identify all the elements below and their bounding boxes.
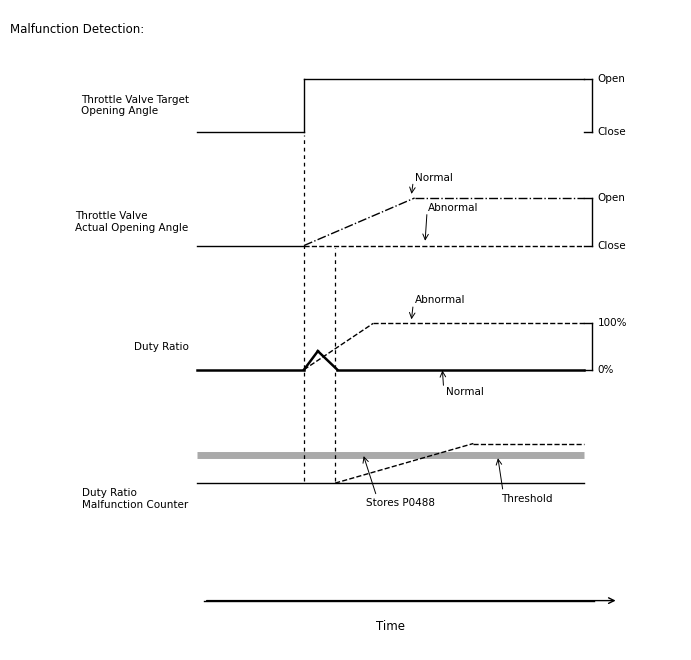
Text: Open: Open — [598, 193, 625, 203]
Text: Normal: Normal — [415, 173, 453, 183]
Text: Abnormal: Abnormal — [428, 203, 479, 213]
Text: Duty Ratio: Duty Ratio — [134, 341, 189, 352]
Text: Abnormal: Abnormal — [415, 295, 465, 306]
Text: 100%: 100% — [598, 318, 627, 329]
Text: Throttle Valve
Actual Opening Angle: Throttle Valve Actual Opening Angle — [75, 211, 189, 232]
Text: Time: Time — [376, 620, 405, 634]
Text: Close: Close — [598, 240, 626, 251]
Text: Malfunction Detection:: Malfunction Detection: — [10, 23, 144, 36]
Text: Throttle Valve Target
Opening Angle: Throttle Valve Target Opening Angle — [81, 95, 189, 116]
Text: Open: Open — [598, 74, 625, 84]
Text: Close: Close — [598, 127, 626, 137]
Text: Stores P0488: Stores P0488 — [366, 498, 435, 508]
Text: Duty Ratio
Malfunction Counter: Duty Ratio Malfunction Counter — [82, 488, 189, 510]
Text: Threshold: Threshold — [501, 494, 553, 504]
Text: 0%: 0% — [598, 364, 614, 375]
Text: Normal: Normal — [446, 387, 484, 397]
